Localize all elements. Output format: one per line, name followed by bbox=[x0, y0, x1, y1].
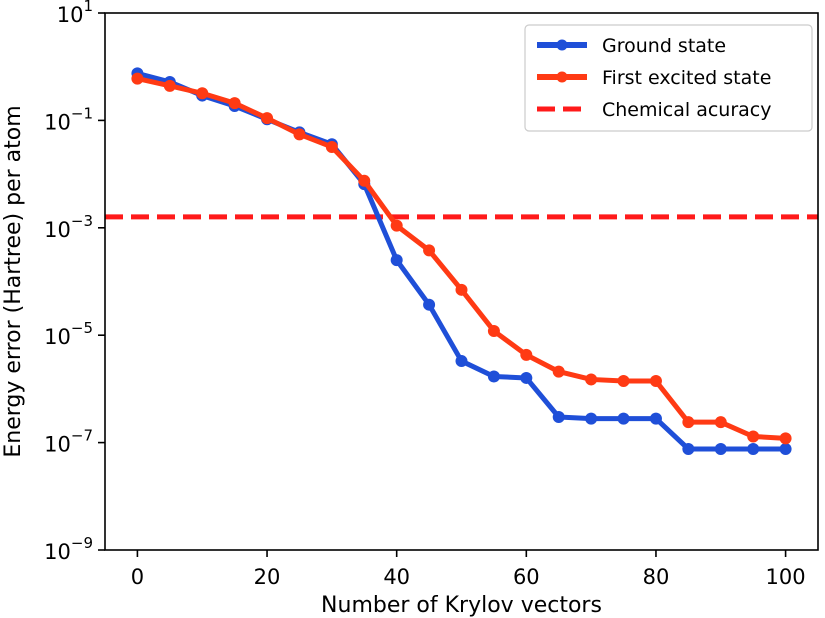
data-point-ground-state bbox=[747, 443, 760, 456]
data-point-first-excited-state bbox=[747, 430, 760, 443]
data-point-ground-state bbox=[520, 371, 533, 384]
data-point-ground-state bbox=[390, 254, 403, 267]
data-point-first-excited-state bbox=[228, 97, 241, 110]
legend-label-ground-state: Ground state bbox=[602, 35, 726, 57]
data-point-first-excited-state bbox=[617, 375, 630, 388]
x-tick-label: 100 bbox=[766, 565, 806, 589]
data-point-first-excited-state bbox=[390, 219, 403, 232]
data-point-first-excited-state bbox=[487, 324, 500, 337]
data-point-ground-state bbox=[617, 412, 630, 425]
data-point-first-excited-state bbox=[423, 244, 436, 257]
legend-box bbox=[524, 24, 813, 132]
legend-marker-first-excited-state bbox=[556, 71, 568, 83]
x-axis-title: Number of Krylov vectors bbox=[321, 593, 602, 618]
series-line-first-excited-state bbox=[134, 76, 789, 441]
data-point-first-excited-state bbox=[552, 365, 565, 378]
data-point-ground-state bbox=[649, 412, 662, 425]
x-tick-label: 0 bbox=[131, 565, 144, 589]
data-point-first-excited-state bbox=[325, 140, 338, 153]
data-point-ground-state bbox=[455, 355, 468, 368]
x-tick-label: 40 bbox=[383, 565, 410, 589]
series-first-excited-state bbox=[131, 72, 792, 445]
series-layer bbox=[131, 67, 792, 456]
legend: Ground state First excited state Chemica… bbox=[524, 24, 813, 132]
data-point-first-excited-state bbox=[520, 348, 533, 361]
data-point-first-excited-state bbox=[358, 174, 371, 187]
data-point-first-excited-state bbox=[714, 416, 727, 429]
y-tick-label: 10−1 bbox=[44, 104, 93, 134]
data-point-ground-state bbox=[682, 443, 695, 456]
data-point-first-excited-state bbox=[649, 375, 662, 388]
data-point-first-excited-state bbox=[163, 79, 176, 92]
y-tick-label: 10−7 bbox=[44, 427, 93, 457]
data-point-ground-state bbox=[779, 443, 792, 456]
data-point-first-excited-state bbox=[585, 373, 598, 386]
legend-label-chemical-accuracy: Chemical acuracy bbox=[602, 99, 771, 121]
y-ticks: 10−9 10−7 10−5 10−3 10−1 101 bbox=[44, 0, 105, 564]
data-point-first-excited-state bbox=[455, 283, 468, 296]
legend-marker-ground-state bbox=[556, 39, 568, 51]
y-axis-title: Energy error (Hartree) per atom bbox=[1, 105, 26, 457]
x-tick-label: 20 bbox=[254, 565, 281, 589]
data-point-first-excited-state bbox=[261, 112, 274, 125]
x-tick-label: 60 bbox=[513, 565, 540, 589]
y-tick-label: 10−9 bbox=[44, 534, 93, 564]
data-point-first-excited-state bbox=[682, 416, 695, 429]
y-tick-label: 101 bbox=[57, 0, 93, 27]
y-tick-label: 10−5 bbox=[44, 319, 93, 349]
data-point-first-excited-state bbox=[131, 72, 144, 85]
y-tick-label: 10−3 bbox=[44, 212, 93, 242]
data-point-ground-state bbox=[487, 370, 500, 383]
x-ticks: 0 20 40 60 80 100 bbox=[131, 550, 806, 589]
x-tick-label: 80 bbox=[643, 565, 670, 589]
data-point-ground-state bbox=[585, 412, 598, 425]
data-point-ground-state bbox=[552, 410, 565, 423]
data-point-ground-state bbox=[714, 443, 727, 456]
plot-frame bbox=[104, 12, 819, 551]
legend-label-first-excited-state: First excited state bbox=[602, 67, 771, 89]
data-point-first-excited-state bbox=[293, 128, 306, 141]
data-point-ground-state bbox=[423, 298, 436, 311]
data-point-first-excited-state bbox=[196, 87, 209, 100]
data-point-first-excited-state bbox=[779, 432, 792, 445]
